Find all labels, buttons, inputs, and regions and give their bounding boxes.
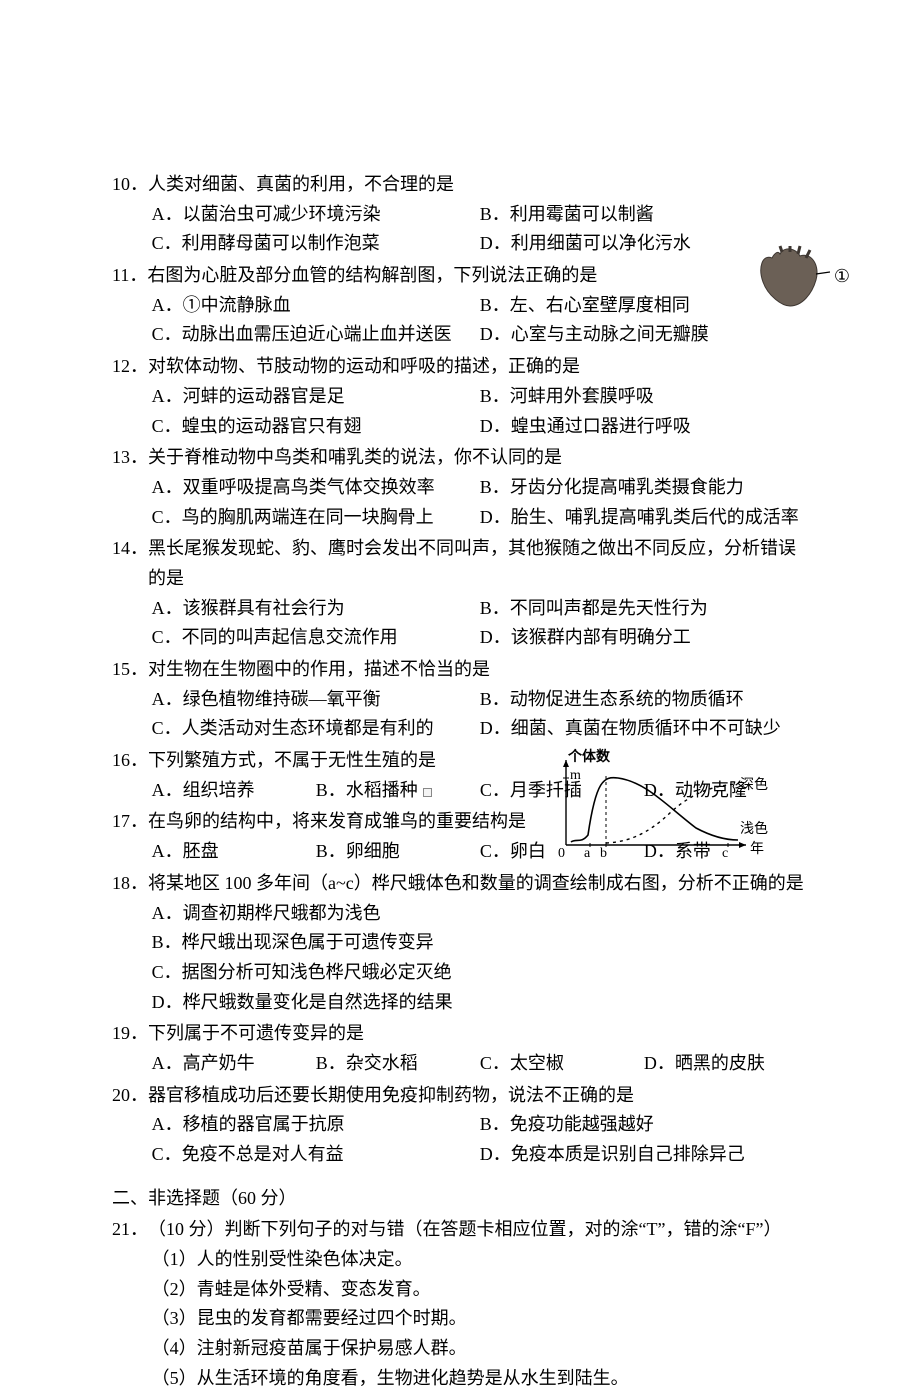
chart-series-dark: 深色 <box>740 774 768 797</box>
q21-num: 21． <box>112 1215 148 1245</box>
q13-D: D．胎生、哺乳提高哺乳类后代的成活率 <box>480 503 808 533</box>
q10-stem: 人类对细菌、真菌的利用，不合理的是 <box>148 170 808 200</box>
q14-A: A．该猴群具有社会行为 <box>152 594 480 624</box>
q20-stem: 器官移植成功后还要长期使用免疫抑制药物，说法不正确的是 <box>148 1081 808 1111</box>
q17-B: B．卵细胞 <box>316 837 480 867</box>
q12: 12．对软体动物、节肢动物的运动和呼吸的描述，正确的是 A．河蚌的运动器官是足 … <box>112 352 808 441</box>
q15-B: B．动物促进生态系统的物质循环 <box>480 685 808 715</box>
q13: 13．关于脊椎动物中鸟类和哺乳类的说法，你不认同的是 A．双重呼吸提高鸟类气体交… <box>112 443 808 532</box>
q13-B: B．牙齿分化提高哺乳类摄食能力 <box>480 473 808 503</box>
q21-s4: （4）注射新冠疫苗属于保护易感人群。 <box>112 1334 808 1364</box>
q11-figure: ① <box>752 244 850 310</box>
q18-B: B．桦尺蛾出现深色属于可遗传变异 <box>112 928 808 958</box>
q11: 11．右图为心脏及部分血管的结构解剖图，下列说法正确的是 A．①中流静脉血 B．… <box>112 261 808 350</box>
q19-A: A．高产奶牛 <box>152 1049 316 1079</box>
q19-stem: 下列属于不可遗传变异的是 <box>148 1019 808 1049</box>
q11-figure-label: ① <box>834 262 850 292</box>
q11-C: C．动脉出血需压迫近心端止血并送医 <box>152 320 480 350</box>
q13-num: 13． <box>112 443 148 473</box>
q14-D: D．该猴群内部有明确分工 <box>480 623 808 653</box>
q21-s2: （2）青蛙是体外受精、变态发育。 <box>112 1275 808 1305</box>
q17-A: A．胚盘 <box>152 837 316 867</box>
q13-A: A．双重呼吸提高鸟类气体交换效率 <box>152 473 480 503</box>
q18-chart: 个体数 m 0 a b c 年 深色 浅色 <box>546 750 776 860</box>
q18-D: D．桦尺蛾数量变化是自然选择的结果 <box>112 988 808 1018</box>
q12-stem: 对软体动物、节肢动物的运动和呼吸的描述，正确的是 <box>148 352 808 382</box>
chart-series-light: 浅色 <box>740 818 768 841</box>
q16-B: B．水稻播种 <box>316 776 480 806</box>
q21-stem: （10 分）判断下列句子的对与错（在答题卡相应位置，对的涂“T”，错的涂“F”） <box>148 1215 808 1245</box>
q14-C: C．不同的叫声起信息交流作用 <box>152 623 480 653</box>
q13-stem: 关于脊椎动物中鸟类和哺乳类的说法，你不认同的是 <box>148 443 808 473</box>
q14: 14．黑长尾猴发现蛇、豹、鹰时会发出不同叫声，其他猴随之做出不同反应，分析错误的… <box>112 534 808 653</box>
q15-D: D．细菌、真菌在物质循环中不可缺少 <box>480 714 808 744</box>
chart-x-b: b <box>600 842 607 865</box>
q15-C: C．人类活动对生态环境都是有利的 <box>152 714 480 744</box>
q14-B: B．不同叫声都是先天性行为 <box>480 594 808 624</box>
chart-y-m: m <box>570 764 581 787</box>
q12-A: A．河蚌的运动器官是足 <box>152 382 480 412</box>
q20: 20．器官移植成功后还要长期使用免疫抑制药物，说法不正确的是 A．移植的器官属于… <box>112 1081 808 1170</box>
q19-D: D．晒黑的皮肤 <box>644 1049 808 1079</box>
q20-B: B．免疫功能越强越好 <box>480 1110 808 1140</box>
q11-D: D．心室与主动脉之间无瓣膜 <box>480 320 808 350</box>
chart-x-0: 0 <box>558 842 565 865</box>
heart-icon <box>752 244 830 310</box>
q19-B: B．杂交水稻 <box>316 1049 480 1079</box>
q19: 19．下列属于不可遗传变异的是 A．高产奶牛 B．杂交水稻 C．太空椒 D．晒黑… <box>112 1019 808 1078</box>
q11-num: 11． <box>112 261 147 291</box>
q12-C: C．蝗虫的运动器官只有翅 <box>152 412 480 442</box>
q21-s3: （3）昆虫的发育都需要经过四个时期。 <box>112 1304 808 1334</box>
q21: 21．（10 分）判断下列句子的对与错（在答题卡相应位置，对的涂“T”，错的涂“… <box>112 1215 808 1393</box>
q12-B: B．河蚌用外套膜呼吸 <box>480 382 808 412</box>
q16-A: A．组织培养 <box>152 776 316 806</box>
q16-num: 16． <box>112 746 148 776</box>
q15: 15．对生物在生物圈中的作用，描述不恰当的是 A．绿色植物维持碳—氧平衡 B．动… <box>112 655 808 744</box>
chart-x-c: c <box>722 842 728 865</box>
q11-A: A．①中流静脉血 <box>152 291 480 321</box>
section-2-title: 二、非选择题（60 分） <box>112 1184 808 1214</box>
q15-stem: 对生物在生物圈中的作用，描述不恰当的是 <box>148 655 808 685</box>
q18: 18．将某地区 100 多年间（a~c）桦尺蛾体色和数量的调查绘制成右图，分析不… <box>112 869 808 1017</box>
q10-C: C．利用酵母菌可以制作泡菜 <box>152 229 480 259</box>
q14-stem: 黑长尾猴发现蛇、豹、鹰时会发出不同叫声，其他猴随之做出不同反应，分析错误的是 <box>148 534 808 593</box>
q15-A: A．绿色植物维持碳—氧平衡 <box>152 685 480 715</box>
q20-D: D．免疫本质是识别自己排除异己 <box>480 1140 808 1170</box>
q17-num: 17． <box>112 807 148 837</box>
q18-C: C．据图分析可知浅色桦尺蛾必定灭绝 <box>112 958 808 988</box>
chart-x-a: a <box>584 842 590 865</box>
q12-num: 12． <box>112 352 148 382</box>
marker-icon <box>422 786 434 798</box>
q21-s1: （1）人的性别受性染色体决定。 <box>112 1245 808 1275</box>
q18-stem: 将某地区 100 多年间（a~c）桦尺蛾体色和数量的调查绘制成右图，分析不正确的… <box>148 869 808 899</box>
q12-D: D．蝗虫通过口器进行呼吸 <box>480 412 808 442</box>
q15-num: 15． <box>112 655 148 685</box>
q19-C: C．太空椒 <box>480 1049 644 1079</box>
chart-x-label: 年 <box>750 838 764 861</box>
q18-A: A．调查初期桦尺蛾都为浅色 <box>112 899 808 929</box>
q10-num: 10． <box>112 170 148 200</box>
q21-s5: （5）从生活环境的角度看，生物进化趋势是从水生到陆生。 <box>112 1364 808 1394</box>
q18-num: 18． <box>112 869 148 899</box>
q14-num: 14． <box>112 534 148 564</box>
q20-num: 20． <box>112 1081 148 1111</box>
q20-A: A．移植的器官属于抗原 <box>152 1110 480 1140</box>
q11-stem: 右图为心脏及部分血管的结构解剖图，下列说法正确的是 <box>147 261 808 291</box>
q19-num: 19． <box>112 1019 148 1049</box>
q10-A: A．以菌治虫可减少环境污染 <box>152 200 480 230</box>
q20-C: C．免疫不总是对人有益 <box>152 1140 480 1170</box>
q10: 10．人类对细菌、真菌的利用，不合理的是 A．以菌治虫可减少环境污染 B．利用霉… <box>112 170 808 259</box>
q13-C: C．鸟的胸肌两端连在同一块胸骨上 <box>152 503 480 533</box>
q10-B: B．利用霉菌可以制酱 <box>480 200 808 230</box>
